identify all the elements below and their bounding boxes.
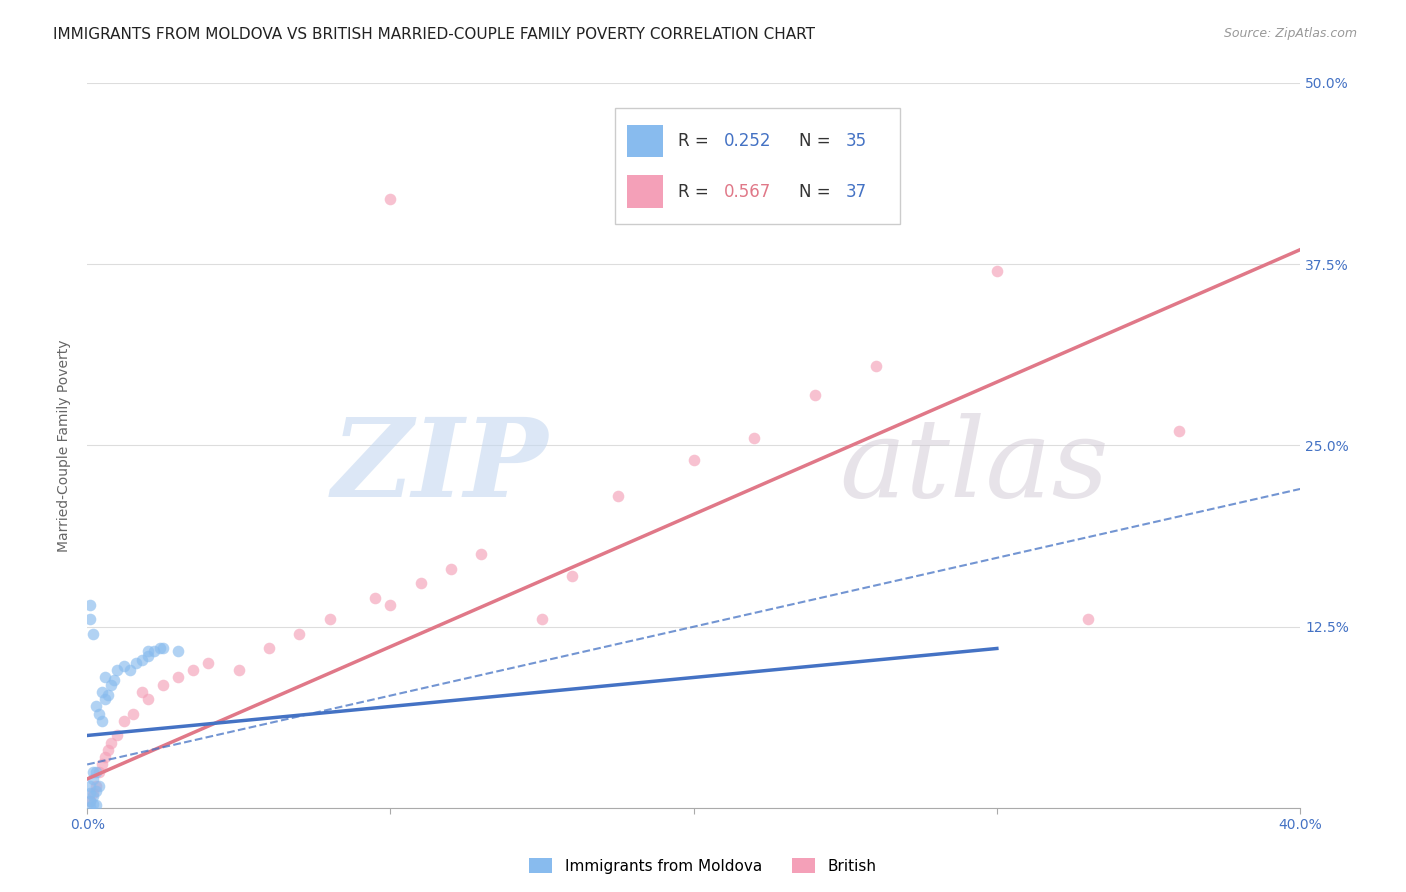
Y-axis label: Married-Couple Family Poverty: Married-Couple Family Poverty	[58, 339, 72, 552]
Point	[82, 787, 104, 801]
FancyBboxPatch shape	[627, 176, 664, 208]
Point	[197, 656, 219, 670]
Point	[112, 714, 135, 728]
Point	[94, 671, 117, 685]
Point	[1077, 612, 1099, 626]
Point	[112, 658, 135, 673]
Point	[440, 562, 463, 576]
Point	[91, 685, 114, 699]
Text: 35: 35	[845, 132, 866, 150]
Point	[100, 736, 122, 750]
FancyBboxPatch shape	[614, 108, 900, 224]
Text: ZIP: ZIP	[332, 414, 548, 521]
Point	[79, 787, 101, 801]
Point	[107, 729, 129, 743]
Point	[94, 692, 117, 706]
Point	[1167, 424, 1189, 438]
Point	[97, 743, 120, 757]
Text: N =: N =	[799, 183, 837, 201]
Point	[364, 591, 387, 605]
Point	[257, 641, 280, 656]
Point	[91, 714, 114, 728]
Point	[82, 627, 104, 641]
Text: 37: 37	[845, 183, 866, 201]
Point	[380, 598, 402, 612]
Point	[181, 663, 204, 677]
Point	[94, 750, 117, 764]
Point	[97, 688, 120, 702]
Text: IMMIGRANTS FROM MOLDOVA VS BRITISH MARRIED-COUPLE FAMILY POVERTY CORRELATION CHA: IMMIGRANTS FROM MOLDOVA VS BRITISH MARRI…	[53, 27, 815, 42]
Point	[136, 648, 159, 663]
Point	[82, 797, 104, 811]
Point	[84, 779, 107, 793]
Point	[118, 663, 141, 677]
Point	[865, 359, 887, 373]
Point	[131, 685, 153, 699]
Point	[131, 653, 153, 667]
FancyBboxPatch shape	[627, 125, 664, 157]
Point	[100, 678, 122, 692]
Point	[561, 569, 583, 583]
Point	[167, 671, 190, 685]
Point	[79, 794, 101, 808]
Point	[409, 576, 432, 591]
Point	[152, 678, 174, 692]
Text: 0.567: 0.567	[724, 183, 772, 201]
Point	[124, 656, 146, 670]
Point	[84, 798, 107, 813]
Point	[82, 772, 104, 786]
Point	[228, 663, 250, 677]
Point	[804, 387, 827, 401]
Point	[84, 764, 107, 779]
Point	[319, 612, 342, 626]
Text: atlas: atlas	[839, 414, 1109, 521]
Point	[89, 706, 111, 721]
Point	[121, 706, 143, 721]
Point	[82, 764, 104, 779]
Text: Source: ZipAtlas.com: Source: ZipAtlas.com	[1223, 27, 1357, 40]
Point	[79, 779, 101, 793]
Point	[79, 598, 101, 612]
Legend: Immigrants from Moldova, British: Immigrants from Moldova, British	[523, 852, 883, 880]
Point	[742, 431, 765, 445]
Point	[136, 644, 159, 658]
Point	[530, 612, 553, 626]
Point	[84, 699, 107, 714]
Point	[470, 547, 492, 561]
Text: R =: R =	[678, 132, 714, 150]
Point	[79, 612, 101, 626]
Point	[682, 453, 704, 467]
Point	[91, 757, 114, 772]
Point	[89, 764, 111, 779]
Point	[606, 489, 628, 503]
Point	[89, 779, 111, 793]
Point	[167, 644, 190, 658]
Point	[84, 783, 107, 797]
Text: R =: R =	[678, 183, 714, 201]
Point	[149, 641, 172, 656]
Point	[380, 192, 402, 206]
Point	[152, 641, 174, 656]
Point	[986, 264, 1008, 278]
Point	[142, 644, 165, 658]
Point	[79, 799, 101, 814]
Text: N =: N =	[799, 132, 837, 150]
Text: 0.252: 0.252	[724, 132, 772, 150]
Point	[107, 663, 129, 677]
Point	[103, 673, 125, 688]
Point	[82, 789, 104, 804]
Point	[79, 794, 101, 808]
Point	[136, 692, 159, 706]
Point	[288, 627, 311, 641]
